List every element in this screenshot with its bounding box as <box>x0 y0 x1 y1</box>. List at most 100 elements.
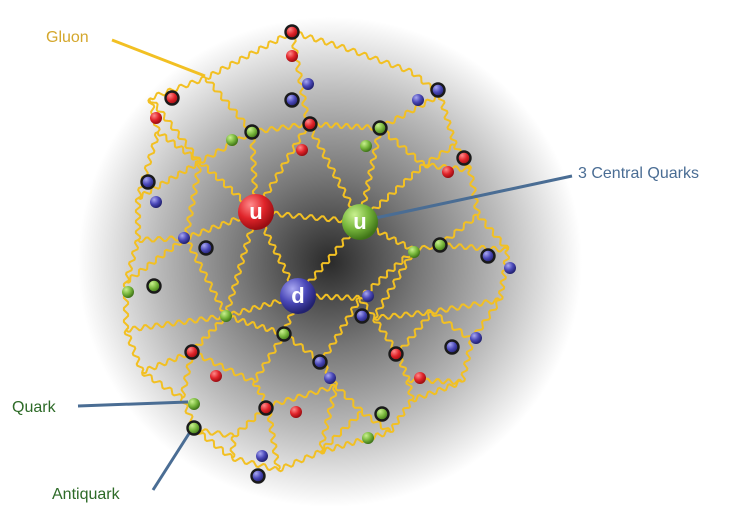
gluon-line <box>431 311 473 341</box>
gluon-line <box>231 457 279 471</box>
gluon-line <box>389 399 413 433</box>
quark-blue <box>470 332 482 344</box>
quark-blue <box>256 450 268 462</box>
central-quark-letter: d <box>291 283 304 308</box>
antiquark-blue <box>354 308 370 324</box>
antiquark-green <box>372 120 388 136</box>
central-quark-letter: u <box>353 209 366 234</box>
quark-green <box>360 140 372 152</box>
quark-red <box>150 112 162 124</box>
gluon-line <box>134 197 142 241</box>
gluon-network <box>122 30 510 473</box>
antiquark-green <box>244 124 260 140</box>
central-quark-green: u <box>342 204 378 240</box>
gluon-line <box>460 339 474 383</box>
gluon-line <box>344 47 413 73</box>
antiquark-blue <box>250 468 266 484</box>
gluon-pointer-line <box>111 38 206 78</box>
gluon-line <box>267 383 337 409</box>
gluon-line <box>141 349 193 375</box>
gluon-line <box>205 30 293 80</box>
gluon-line <box>321 297 361 363</box>
antiquark-red <box>164 90 180 106</box>
gluon-line <box>423 143 456 167</box>
gluon-line <box>253 333 285 383</box>
quark-red <box>286 50 298 62</box>
antiquark-red <box>258 400 274 416</box>
gluon-line <box>307 121 381 131</box>
gluon-line <box>476 214 510 251</box>
gluon-line <box>373 309 433 321</box>
quark-blue <box>150 196 162 208</box>
antiquark-red <box>388 346 404 362</box>
gluon-line <box>373 249 415 319</box>
gluon-line <box>265 405 281 471</box>
gluon-line <box>191 314 227 354</box>
quark-pointer-line <box>77 400 189 408</box>
quark-green <box>188 398 200 410</box>
central-quark-blue: d <box>280 278 316 314</box>
gluon-line <box>431 297 501 315</box>
quark-blue <box>412 94 424 106</box>
gluon-line <box>141 371 183 399</box>
quark-blue <box>324 372 336 384</box>
antiquark-green <box>146 278 162 294</box>
central-quarks: u u d <box>238 194 378 314</box>
quark-label: Quark <box>12 399 56 416</box>
quark-green <box>122 286 134 298</box>
quark-blue <box>504 262 516 274</box>
antiquark-blue <box>444 339 460 355</box>
antiquark-green <box>432 237 448 253</box>
quark-red <box>210 370 222 382</box>
gluon-line <box>225 315 285 335</box>
quark-red <box>296 144 308 156</box>
gluon-line <box>148 97 202 163</box>
gluon-line <box>251 121 309 135</box>
central-quark-letter: u <box>249 199 262 224</box>
gluon-line <box>439 213 479 247</box>
gluon-line <box>405 379 415 401</box>
gluon-line <box>137 131 159 199</box>
gluon-line <box>137 235 187 243</box>
gluon-line <box>437 94 458 146</box>
gluon-line <box>411 379 463 403</box>
gluon-line <box>361 411 391 433</box>
gluon-line <box>289 31 311 125</box>
antiquark-label: Antiquark <box>52 486 120 503</box>
antiquark-blue <box>140 174 156 190</box>
antiquark-green <box>186 420 202 436</box>
quark-red <box>442 166 454 178</box>
antiquark-green <box>276 326 292 342</box>
gluon-line <box>319 410 363 454</box>
gluon-line <box>439 242 509 253</box>
gluon-line <box>157 131 201 163</box>
central-quark-red: u <box>238 194 274 230</box>
quark-blue <box>362 290 374 302</box>
central-quarks-pointer-line <box>365 174 573 222</box>
antiquark-blue <box>480 248 496 264</box>
sea-quarks <box>122 24 516 484</box>
gluon-line <box>195 428 235 438</box>
gluon-line <box>467 169 481 216</box>
central-quarks-label: 3 Central Quarks <box>578 165 699 182</box>
antiquark-pointer-line <box>151 431 192 491</box>
gluon-line <box>358 297 376 319</box>
antiquark-blue <box>198 240 214 256</box>
gluon-line <box>180 351 194 399</box>
gluon-line <box>229 435 237 459</box>
gluon-line <box>306 123 362 223</box>
gluon-line <box>225 211 257 317</box>
antiquark-blue <box>284 92 300 108</box>
antiquark-blue <box>312 354 328 370</box>
antiquark-red <box>184 344 200 360</box>
quark-green <box>220 310 232 322</box>
gluon-line <box>199 130 253 164</box>
gluon-line <box>397 311 433 355</box>
quark-blue <box>302 78 314 90</box>
quark-red <box>414 372 426 384</box>
gluon-line <box>379 127 425 166</box>
gluon-line <box>291 31 346 49</box>
gluon-line <box>125 313 227 333</box>
gluon-line <box>184 161 202 239</box>
